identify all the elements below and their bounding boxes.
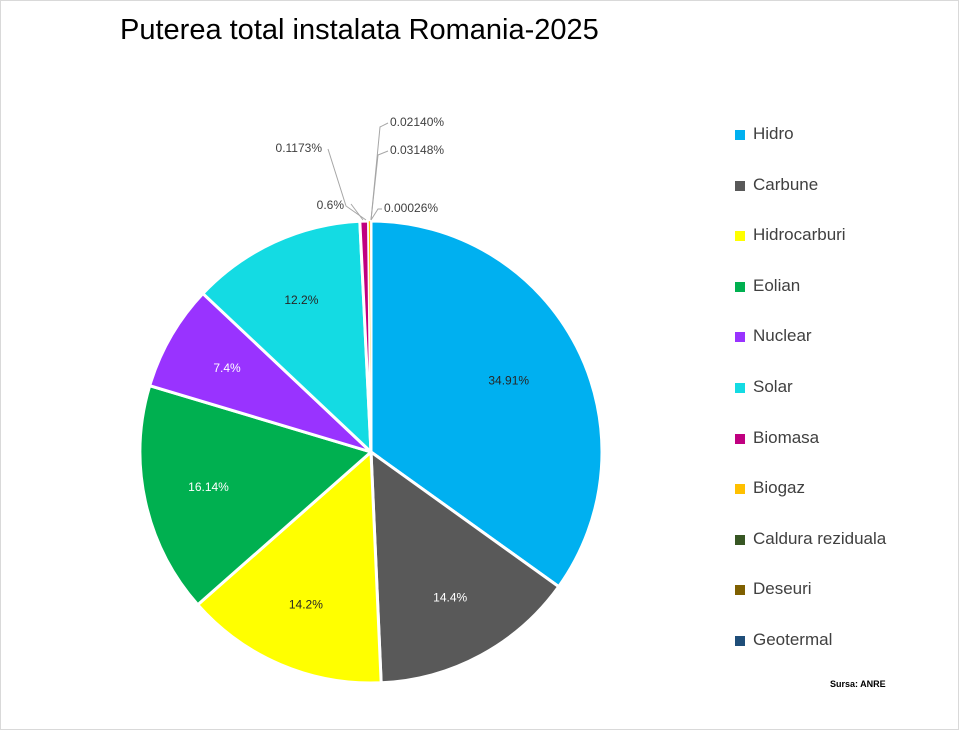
- legend-item-caldura-reziduala: Caldura reziduala: [735, 529, 886, 580]
- legend-label-eolian: Eolian: [753, 275, 801, 295]
- data-label-deseuri: 0.03148%: [390, 143, 444, 157]
- legend-item-hidrocarburi: Hidrocarburi: [735, 225, 886, 276]
- legend-item-nuclear: Nuclear: [735, 326, 886, 377]
- leader-line-biomasa: [350, 203, 364, 221]
- legend-label-hidrocarburi: Hidrocarburi: [753, 225, 846, 245]
- legend-swatch-eolian: [735, 281, 745, 292]
- pie-slices: [138, 219, 604, 685]
- legend-swatch-solar: [735, 382, 745, 393]
- legend-label-biogaz: Biogaz: [753, 478, 805, 498]
- pie-slice-solar: [201, 219, 373, 454]
- legend-item-biogaz: Biogaz: [735, 478, 886, 529]
- pie-slice-carbune: [369, 450, 561, 685]
- legend-item-deseuri: Deseuri: [735, 579, 886, 630]
- legend-item-geotermal: Geotermal: [735, 630, 886, 681]
- data-label-nuclear: 7.4%: [213, 361, 241, 375]
- data-label-caldura-reziduala: 0.02140%: [390, 115, 444, 129]
- legend-item-eolian: Eolian: [735, 276, 886, 327]
- legend-swatch-geotermal: [735, 635, 745, 646]
- legend-label-nuclear: Nuclear: [753, 326, 812, 346]
- legend-item-hidro: Hidro: [735, 124, 886, 175]
- data-label-geotermal: 0.00026%: [384, 201, 438, 215]
- legend-item-biomasa: Biomasa: [735, 428, 886, 479]
- data-label-hidrocarburi: 14.2%: [289, 597, 323, 611]
- data-label-carbune: 14.4%: [433, 590, 467, 604]
- legend-item-carbune: Carbune: [735, 175, 886, 226]
- legend-swatch-caldura-reziduala: [735, 534, 745, 545]
- legend: Hidro Carbune Hidrocarburi Eolian Nuclear Sol…: [735, 124, 886, 681]
- legend-swatch-hidrocarburi: [735, 231, 745, 242]
- legend-label-geotermal: Geotermal: [753, 629, 833, 649]
- legend-label-carbune: Carbune: [753, 174, 819, 194]
- legend-item-solar: Solar: [735, 377, 886, 428]
- source-note: Sursa: ANRE: [830, 679, 886, 689]
- chart-title: Puterea total instalata Romania-2025: [120, 14, 599, 46]
- legend-label-solar: Solar: [753, 376, 793, 396]
- leader-line-geotermal: [370, 208, 382, 221]
- data-label-solar: 12.2%: [284, 293, 318, 307]
- pie-slice-hidro: [369, 219, 604, 589]
- data-label-biogaz: 0.1173%: [276, 141, 323, 155]
- legend-label-deseuri: Deseuri: [753, 579, 812, 599]
- legend-swatch-deseuri: [735, 585, 745, 596]
- legend-swatch-carbune: [735, 180, 745, 191]
- legend-swatch-nuclear: [735, 332, 745, 343]
- legend-swatch-biomasa: [735, 433, 745, 444]
- pie-slice-hidrocarburi: [196, 450, 383, 685]
- pie-slice-nuclear: [148, 292, 373, 454]
- data-label-hidro: 34.91%: [488, 373, 529, 387]
- legend-label-caldura-reziduala: Caldura reziduala: [753, 528, 887, 548]
- legend-label-hidro: Hidro: [753, 124, 794, 143]
- leader-line-biogaz: [327, 148, 367, 221]
- legend-swatch-hidro: [735, 130, 745, 140]
- data-label-biomasa: 0.6%: [317, 198, 345, 212]
- data-label-eolian: 16.14%: [188, 480, 229, 494]
- pie-labels: 34.91% 14.4% 14.2% 16.14% 7.4% 12.2% 0.6% 0.117…: [188, 115, 529, 611]
- pie-slice-eolian: [138, 384, 373, 607]
- leader-line-deseuri: [370, 150, 389, 221]
- legend-label-biomasa: Biomasa: [753, 427, 820, 447]
- legend-swatch-biogaz: [735, 484, 745, 495]
